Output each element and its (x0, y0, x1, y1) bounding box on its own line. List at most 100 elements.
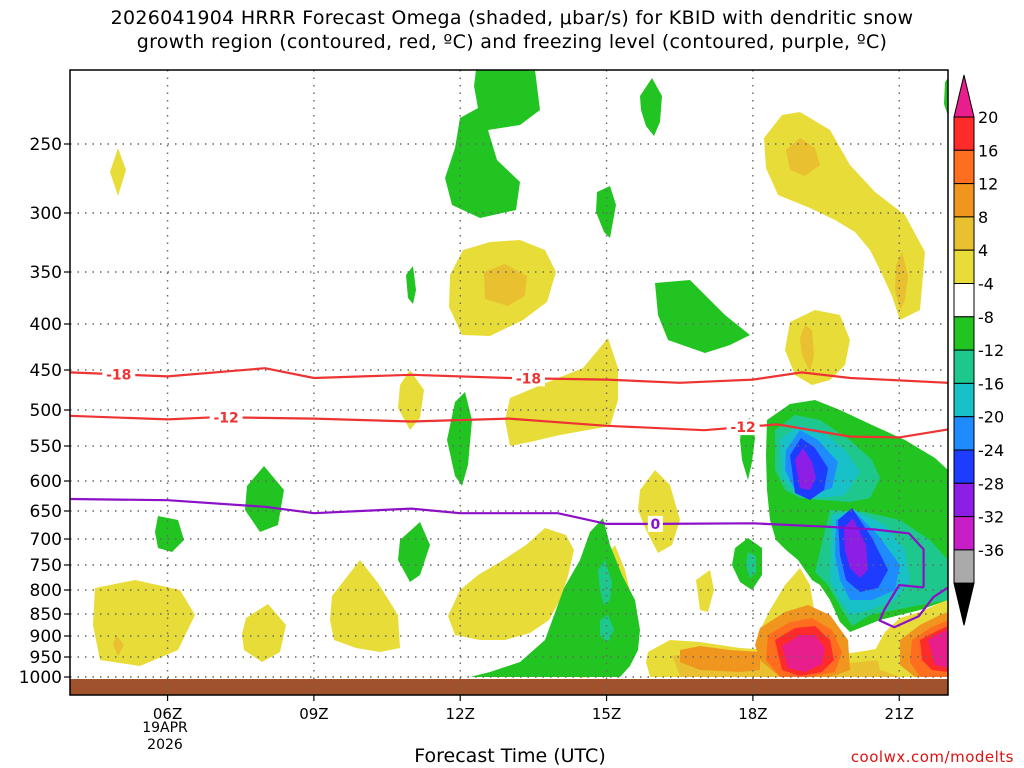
x-tick-label-12Z: 12Z (446, 705, 475, 723)
omega-region-8 (398, 522, 430, 582)
colorbar: 20 16 12 8 4 -4 -8 -12 -16 -20 -24 -28 -32 -36 (953, 74, 1004, 626)
contour-label-bg-1-1 (102, 366, 136, 383)
omega-region-47 (844, 518, 868, 578)
omega-region-13 (484, 264, 527, 306)
colorbar-bin-5 (953, 249, 975, 284)
omega-region-21 (786, 138, 820, 176)
omega-region-23 (785, 310, 850, 385)
omega-region-29 (696, 570, 714, 612)
axes: 2503003504004505005506006507007508008509… (19, 69, 949, 723)
x-tick-label-09Z: 09Z (299, 705, 328, 723)
y-tick-label-600: 600 (30, 472, 62, 492)
y-tick-label-950: 950 (30, 648, 62, 668)
omega-region-10 (406, 266, 416, 304)
y-tick-label-700: 700 (30, 530, 62, 550)
omega-region-56 (928, 630, 948, 668)
omega-region-33 (598, 560, 612, 605)
colorbar-label-11: -24 (978, 441, 1004, 460)
colorbar-bin-12 (953, 482, 975, 518)
x-tick-label-21Z: 21Z (885, 705, 914, 723)
omega-region-46 (795, 448, 816, 490)
contour-label-bg-3-1 (647, 515, 663, 532)
omega-region-11 (445, 70, 540, 218)
colorbar-bin-13 (953, 516, 975, 551)
colorbar-bin-9 (953, 382, 975, 418)
y-tick-label-750: 750 (30, 556, 62, 576)
omega-region-5 (242, 604, 286, 662)
omega-region-58 (944, 78, 948, 116)
plot-frame (69, 69, 949, 696)
contour-line-1 (69, 367, 949, 384)
contours: -18 -18 -12 -12 0 (69, 366, 949, 629)
colorbar-label-3: 12 (978, 175, 998, 194)
x-tick-label-06Z: 06Z (153, 705, 182, 723)
y-tick-label-550: 550 (30, 437, 62, 457)
colorbar-bin-14 (953, 549, 975, 584)
colorbar-overflow-low (953, 582, 975, 626)
y-tick-label-650: 650 (30, 502, 62, 522)
y-tick-label-300: 300 (30, 204, 62, 224)
omega-region-34 (600, 615, 614, 642)
colorbar-label-4: 8 (978, 208, 988, 227)
colorbar-label-5: 4 (978, 241, 988, 260)
omega-region-57 (680, 646, 760, 672)
contour-label-1-2: -18 (516, 371, 541, 387)
x-axis-date-day: 19APR (142, 720, 188, 736)
contour-label-2-2: -12 (730, 420, 755, 436)
omega-region-15 (505, 338, 618, 446)
omega-region-25 (638, 470, 680, 553)
chart-title-line-2: growth region (contoured, red, ºC) and f… (136, 31, 888, 53)
y-tick-label-250: 250 (30, 135, 62, 155)
colorbar-label-14: -36 (978, 541, 1004, 560)
omega-region-24 (800, 325, 814, 372)
omega-region-52 (782, 635, 825, 672)
contour-line-3 (69, 497, 925, 588)
x-axis-label: Forecast Time (UTC) (414, 745, 606, 767)
x-axis-date-year: 2026 (147, 737, 183, 753)
colorbar-label-10: -20 (978, 408, 1004, 427)
omega-region-6 (245, 466, 284, 532)
ground-layer (70, 679, 948, 695)
contour-label-bg-2-1 (209, 409, 243, 426)
colorbar-bin-10 (953, 416, 975, 451)
omega-region-9 (398, 370, 424, 430)
colorbar-label-9: -16 (978, 374, 1004, 393)
omega-region-4 (155, 516, 184, 552)
ground-surface (70, 679, 948, 695)
x-tick-label-18Z: 18Z (738, 705, 767, 723)
y-tick-label-450: 450 (30, 361, 62, 381)
y-tick-label-400: 400 (30, 315, 62, 335)
omega-region-2 (93, 580, 195, 666)
colorbar-bin-2 (953, 149, 975, 185)
omega-region-1 (110, 148, 126, 196)
y-tick-label-850: 850 (30, 605, 62, 625)
colorbar-overflow-high (953, 74, 975, 118)
y-tick-label-900: 900 (30, 627, 62, 647)
colorbar-label-8: -12 (978, 341, 1004, 360)
y-tick-label-350: 350 (30, 263, 62, 283)
colorbar-bin-3 (953, 183, 975, 218)
omega-region-14 (447, 392, 472, 486)
colorbar-label-12: -28 (978, 474, 1004, 493)
y-tick-label-500: 500 (30, 401, 62, 421)
colorbar-bin-6 (953, 283, 975, 318)
colorbar-label-2: 16 (978, 141, 998, 160)
omega-region-17 (640, 78, 662, 136)
contour-label-1-1: -18 (106, 367, 131, 383)
colorbar-label-6: -4 (978, 275, 994, 294)
omega-region-22 (895, 252, 908, 310)
colorbar-bin-11 (953, 449, 975, 484)
omega-region-26 (448, 528, 574, 640)
x-tick-label-15Z: 15Z (592, 705, 621, 723)
colorbar-label-7: -8 (978, 308, 994, 327)
y-tick-label-800: 800 (30, 581, 62, 601)
chart-title-line-1: 2026041904 HRRR Forecast Omega (shaded, … (110, 7, 914, 29)
omega-region-3 (113, 635, 124, 656)
contour-label-bg-2-2 (726, 419, 760, 436)
contour-label-2-1: -12 (213, 410, 238, 426)
colorbar-bin-1 (953, 116, 975, 151)
credit-text: coolwx.com/modelts (850, 748, 1014, 766)
contour-label-bg-1-2 (512, 370, 546, 387)
contour-label-3-1: 0 (650, 517, 660, 533)
colorbar-bin-4 (953, 216, 975, 251)
